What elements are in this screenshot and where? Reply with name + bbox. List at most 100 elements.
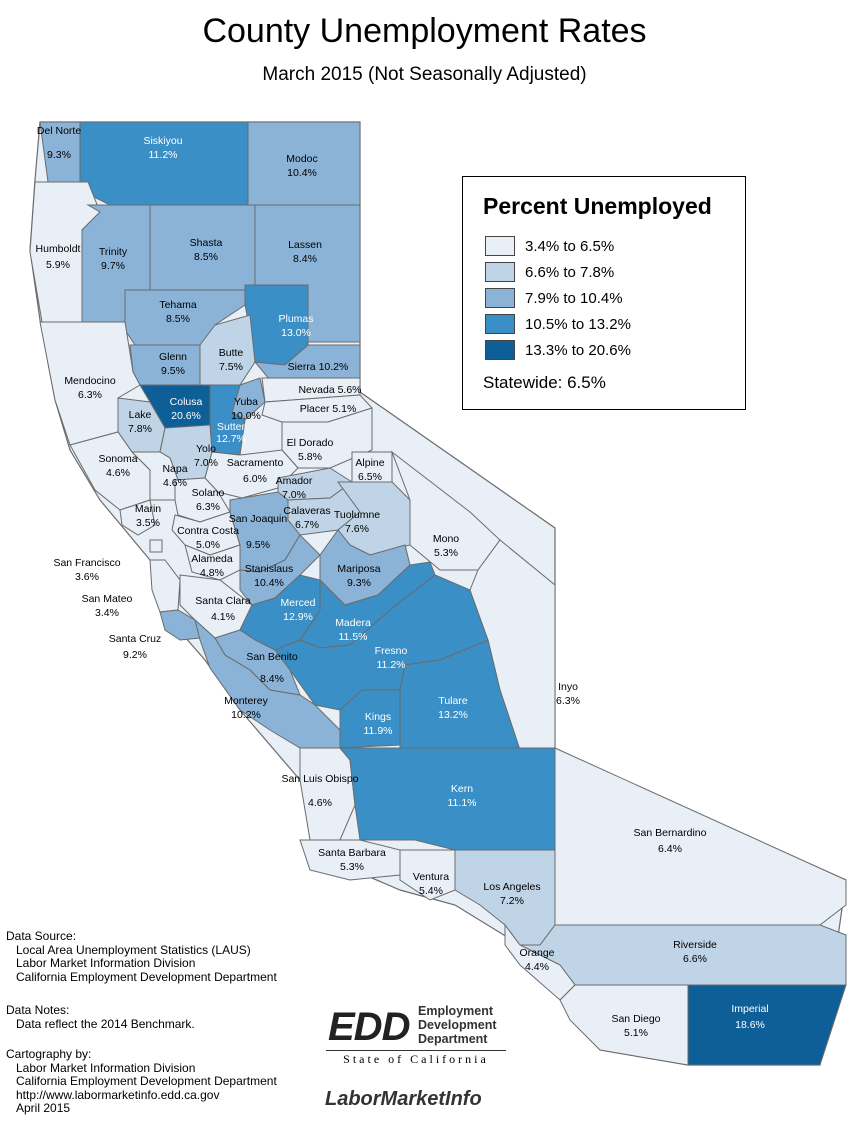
county-rate: 3.4% xyxy=(95,607,119,619)
county-rate: 8.4% xyxy=(293,253,317,265)
county-rate: 9.5% xyxy=(161,365,185,377)
county-name: Santa Barbara xyxy=(318,847,386,859)
county-name: Colusa xyxy=(170,396,203,408)
county-rate: 10.2% xyxy=(231,709,261,721)
county-marin xyxy=(119,499,156,536)
county-name: Alameda xyxy=(191,553,233,565)
county-rate: 7.2% xyxy=(500,895,524,907)
county-name: San Francisco xyxy=(53,557,120,569)
county-rate: 9.7% xyxy=(101,260,125,272)
county-rate: 6.3% xyxy=(78,389,102,401)
legend-label: 10.5% to 13.2% xyxy=(525,315,631,333)
cartography-line: Labor Market Information Division xyxy=(16,1060,196,1075)
county-name: Tuolumne xyxy=(334,509,380,521)
county-rate: 11.5% xyxy=(339,631,368,643)
county-name: Tulare xyxy=(438,695,468,707)
legend-item: 6.6% to 7.8% xyxy=(485,261,614,283)
legend-title: Percent Unemployed xyxy=(483,193,712,219)
county-name: El Dorado xyxy=(287,437,334,449)
county-rate: 7.0% xyxy=(282,489,306,501)
cartography-line: California Employment Development Depart… xyxy=(16,1074,277,1088)
county-rate: 10.4% xyxy=(254,577,284,589)
map-subtitle: March 2015 (Not Seasonally Adjusted) xyxy=(262,64,587,85)
data-source-heading: Data Source: xyxy=(6,929,77,943)
county-name: Butte xyxy=(219,347,244,359)
county-rate: 5.3% xyxy=(340,861,364,873)
county-name: Sacramento xyxy=(227,457,284,469)
county-rate: 10.4% xyxy=(287,167,317,179)
data-notes: Data Notes: Data reflect the 2014 Benchm… xyxy=(6,1003,195,1031)
data-notes-line: Data reflect the 2014 Benchmark. xyxy=(16,1016,195,1031)
county-name: Alpine xyxy=(355,457,384,469)
county-rate: 6.3% xyxy=(196,501,220,513)
legend-label: 6.6% to 7.8% xyxy=(525,263,615,281)
edd-logo: EDD Employment Development Department St… xyxy=(322,1003,510,1067)
edd-state-line: State of California xyxy=(326,1050,506,1067)
county-rate: 9.3% xyxy=(347,577,371,589)
county-rate: 12.7% xyxy=(216,433,246,445)
county-name: Calaveras xyxy=(283,505,330,517)
county-name: Marin xyxy=(135,503,161,515)
county-name: Inyo xyxy=(558,681,578,693)
legend-item: 3.4% to 6.5% xyxy=(485,235,614,257)
county-label: Sierra 10.2% xyxy=(288,361,349,373)
county-rate: 5.8% xyxy=(298,451,322,463)
county-rate: 6.5% xyxy=(358,471,382,483)
county-name: Fresno xyxy=(375,645,408,657)
cartography-notes: Cartography by: Labor Market Information… xyxy=(6,1047,277,1116)
data-notes-heading: Data Notes: xyxy=(6,1003,70,1017)
legend: Percent Unemployed 3.4% to 6.5% 6.6% to 7… xyxy=(462,176,746,410)
county-rate: 18.6% xyxy=(735,1019,765,1031)
legend-item: 10.5% to 13.2% xyxy=(485,313,631,335)
county-imperial xyxy=(687,984,847,1066)
county-name: Merced xyxy=(280,597,315,609)
county-san-francisco xyxy=(149,539,163,553)
labormarketinfo-logo: LaborMarketInfo xyxy=(325,1088,482,1110)
county-name: Solano xyxy=(192,487,225,499)
county-name: Sutter xyxy=(217,421,246,433)
county-rate: 4.4% xyxy=(525,961,549,973)
county-name: Modoc xyxy=(286,153,318,165)
county-name: San Joaquin xyxy=(229,513,288,525)
county-name: Contra Costa xyxy=(177,525,239,537)
county-label: Nevada 5.6% xyxy=(298,384,361,396)
county-rate: 6.7% xyxy=(295,519,319,531)
county-rate: 4.6% xyxy=(106,467,130,479)
county-rate: 7.5% xyxy=(219,361,243,373)
county-name: Riverside xyxy=(673,939,717,951)
county-name: Plumas xyxy=(278,313,313,325)
edd-word: Development xyxy=(418,1018,497,1032)
county-name: San Luis Obispo xyxy=(281,773,358,785)
county-label: Placer 5.1% xyxy=(300,403,357,415)
county-name: Santa Clara xyxy=(195,595,251,607)
cartography-heading: Cartography by: xyxy=(6,1047,92,1061)
county-name: Kings xyxy=(365,711,391,723)
county-name: Kern xyxy=(451,783,473,795)
county-rate: 11.9% xyxy=(364,725,393,737)
county-name: Santa Cruz xyxy=(109,633,162,645)
county-rate: 8.4% xyxy=(260,673,284,685)
county-name: San Bernardino xyxy=(634,827,707,839)
county-name: Ventura xyxy=(413,871,449,883)
county-rate: 3.6% xyxy=(75,571,99,583)
county-rate: 6.6% xyxy=(683,953,707,965)
county-rate: 12.9% xyxy=(283,611,313,623)
county-rate: 11.1% xyxy=(448,797,477,809)
county-rate: 4.1% xyxy=(211,611,235,623)
data-source-notes: Data Source: Local Area Unemployment Sta… xyxy=(6,929,277,984)
county-rate: 7.0% xyxy=(194,457,218,469)
county-name: Amador xyxy=(276,475,313,487)
county-rate: 9.5% xyxy=(246,539,270,551)
county-rate: 4.8% xyxy=(200,567,224,579)
county-rate: 3.5% xyxy=(136,517,160,529)
edd-word: Department xyxy=(418,1032,488,1046)
county-rate: 5.0% xyxy=(196,539,220,551)
county-name: Yolo xyxy=(196,443,216,455)
county-santa-barbara xyxy=(299,839,401,881)
cartography-line: http://www.labormarketinfo.edd.ca.gov xyxy=(16,1087,220,1102)
county-name: Lassen xyxy=(288,239,322,251)
county-rate: 8.5% xyxy=(194,251,218,263)
county-name: Lake xyxy=(129,409,152,421)
edd-words: Employment Development Department xyxy=(418,1004,497,1046)
